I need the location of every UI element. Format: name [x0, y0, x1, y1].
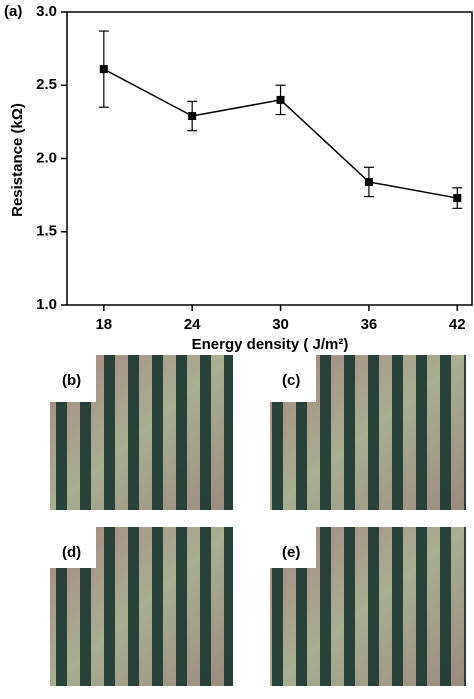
x-axis-label: Energy density ( J/m²): [192, 336, 349, 353]
y-axis-label: Resistance (kΩ): [9, 103, 26, 217]
panel-label: (d): [62, 544, 81, 561]
panel-label: (c): [282, 372, 300, 389]
marker: [188, 112, 197, 121]
micrograph-b: [50, 355, 233, 510]
x-tick-label: 36: [361, 316, 378, 333]
y-tick-label: 2.5: [36, 76, 57, 93]
x-tick-label: 30: [272, 316, 289, 333]
micrograph-e: [270, 527, 466, 686]
y-tick-label: 2.0: [36, 149, 57, 166]
marker: [276, 95, 285, 104]
micrograph-d: [50, 527, 233, 686]
y-tick-label: 1.5: [36, 223, 57, 240]
micrograph-c: [270, 355, 466, 510]
marker: [99, 65, 108, 74]
y-tick-label: 1.0: [36, 296, 57, 313]
x-tick-label: 18: [95, 316, 112, 333]
panel-label: (e): [282, 544, 300, 561]
y-tick-label: 3.0: [36, 3, 57, 20]
panel-label: (b): [62, 372, 81, 389]
marker: [364, 177, 373, 186]
marker: [453, 194, 462, 203]
panel-label: (a): [4, 3, 22, 20]
x-tick-label: 24: [184, 316, 201, 333]
x-tick-label: 42: [449, 316, 466, 333]
plot-frame: [66, 11, 473, 306]
